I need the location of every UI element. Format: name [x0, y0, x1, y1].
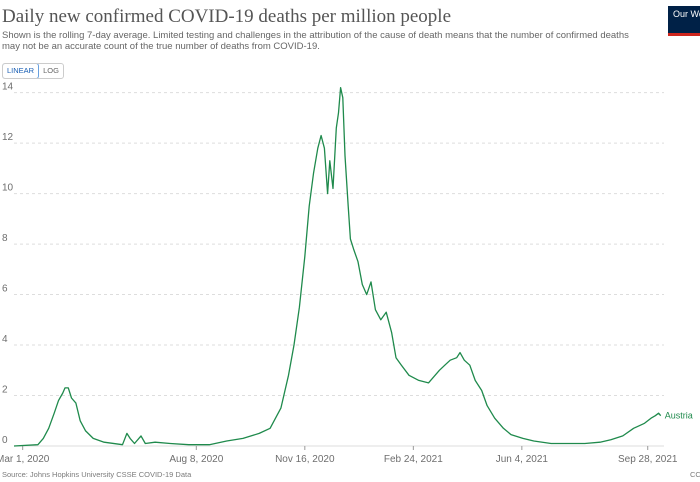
x-tick-label: Mar 1, 2020: [0, 454, 50, 465]
y-tick-label: 12: [2, 132, 14, 143]
chart-title: Daily new confirmed COVID-19 deaths per …: [2, 6, 452, 27]
linear-scale-button[interactable]: LINEAR: [2, 64, 40, 78]
y-tick-label: 6: [2, 284, 8, 295]
source-note: Source: Johns Hopkins University CSSE CO…: [2, 470, 192, 479]
y-tick-label: 4: [2, 334, 8, 345]
chart-subtitle: Shown is the rolling 7-day average. Limi…: [2, 30, 629, 52]
owid-logo[interactable]: Our World in Data: [668, 6, 700, 36]
x-tick-label: Aug 8, 2020: [169, 454, 223, 465]
scale-toggle: LINEAR LOG: [2, 63, 64, 79]
x-tick-label: Sep 28, 2021: [618, 454, 678, 465]
y-tick-label: 8: [2, 233, 8, 244]
y-tick-label: 0: [2, 435, 8, 446]
y-tick-label: 10: [2, 183, 14, 194]
y-tick-label: 14: [2, 82, 14, 93]
series-label: Austria: [665, 411, 693, 421]
x-tick-label: Feb 24, 2021: [384, 454, 443, 465]
y-tick-label: 2: [2, 385, 8, 396]
series-line-austria: [13, 86, 662, 447]
x-tick-label: Jun 4, 2021: [496, 454, 549, 465]
x-tick-label: Nov 16, 2020: [275, 454, 335, 465]
license-note: CC BY: [690, 470, 700, 479]
log-scale-button[interactable]: LOG: [43, 66, 59, 75]
line-chart: 0 2 4 6 8 10 12 14 Mar 1, 2020 Aug 8, 2020 Nov 16,…: [0, 82, 693, 465]
